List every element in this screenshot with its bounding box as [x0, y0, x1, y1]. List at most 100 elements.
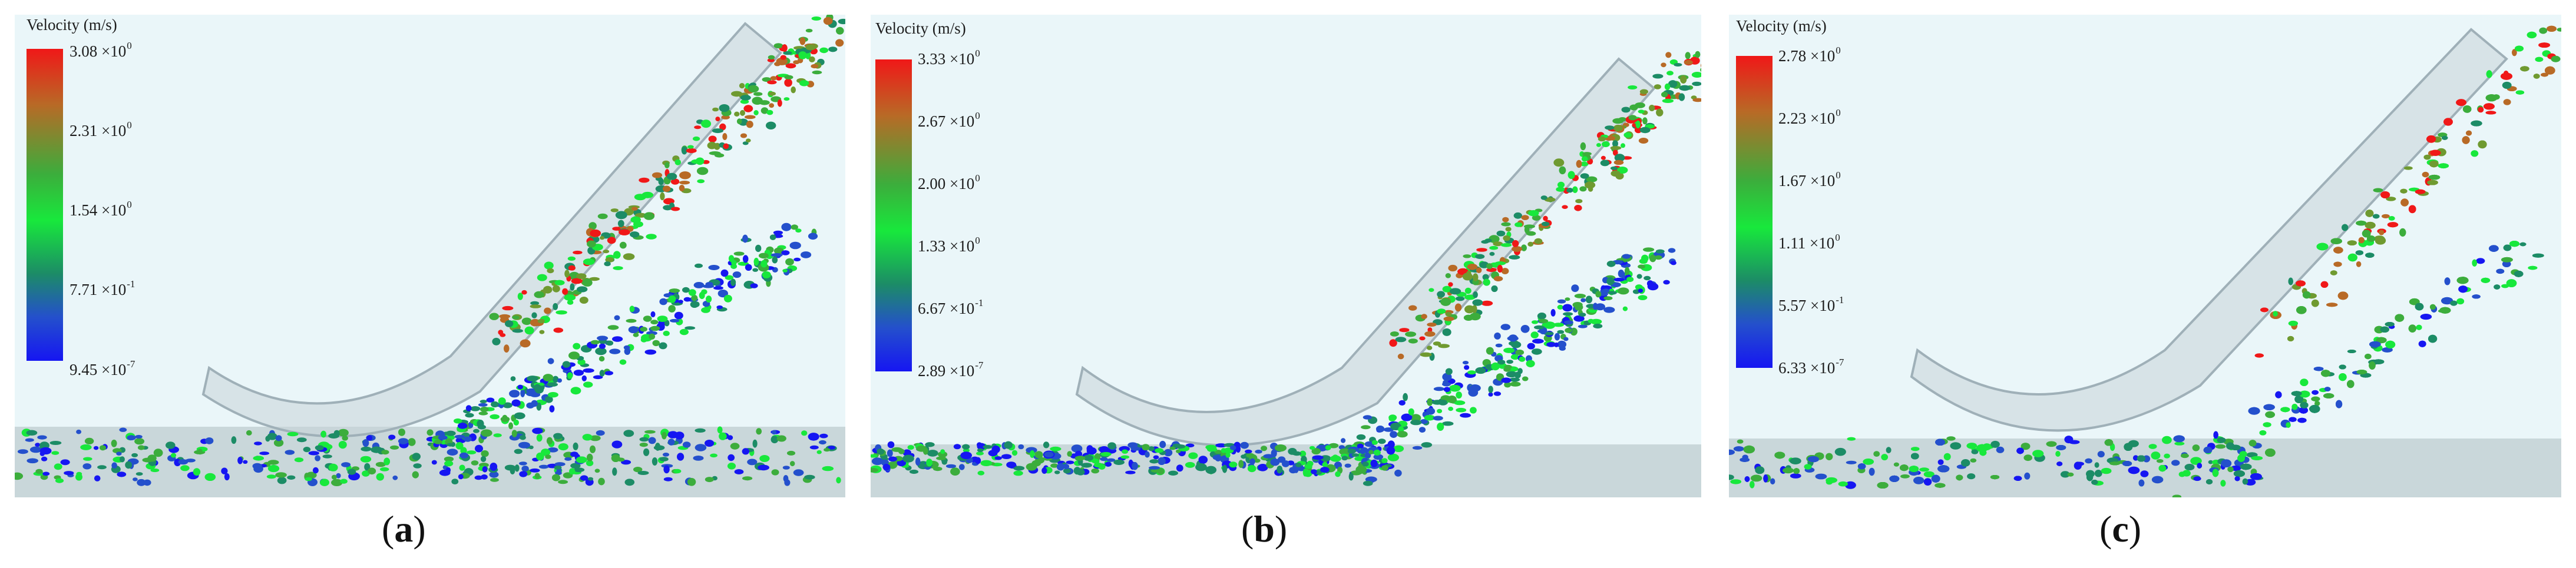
particle: [475, 444, 483, 453]
particle: [1579, 313, 1586, 317]
particle: [2458, 285, 2468, 293]
particle: [1476, 248, 1487, 252]
particle: [2094, 462, 2099, 468]
particle: [381, 450, 389, 455]
particle: [2197, 463, 2202, 469]
particle: [762, 271, 771, 278]
particle: [589, 435, 601, 441]
particle: [1528, 210, 1539, 217]
particle: [712, 128, 723, 134]
particle: [2494, 284, 2501, 290]
particle: [569, 468, 576, 475]
colorbar-tick: 6.33 ×10-7: [1778, 357, 1844, 377]
particle: [2265, 449, 2276, 457]
particle: [1665, 52, 1672, 58]
particle: [17, 449, 28, 454]
particle: [793, 60, 800, 65]
particle: [562, 288, 568, 295]
particle: [589, 277, 600, 281]
particle: [2260, 307, 2269, 313]
particle: [2151, 476, 2164, 484]
particle: [2456, 99, 2466, 106]
particle: [730, 443, 740, 450]
particle: [2379, 230, 2385, 235]
particle: [534, 473, 540, 479]
particle: [2171, 460, 2180, 466]
particle: [1330, 455, 1341, 462]
particle: [776, 435, 786, 442]
particle: [2021, 443, 2031, 450]
particle: [2415, 189, 2426, 194]
particle: [637, 471, 649, 475]
particle: [836, 477, 841, 484]
particle: [568, 265, 576, 271]
particle: [2423, 154, 2431, 160]
particle: [1026, 463, 1037, 471]
particle: [498, 330, 504, 335]
particle: [454, 418, 462, 424]
particle: [938, 451, 948, 458]
particle: [838, 18, 845, 25]
particle: [1543, 215, 1548, 221]
simulation-panel-a: Velocity (m/s) 3.08 ×100 2.31 ×100 1.54 …: [15, 15, 845, 497]
particle: [567, 256, 576, 261]
particle: [994, 456, 1002, 460]
particle: [1448, 264, 1457, 272]
particle: [2330, 270, 2337, 275]
particle: [481, 450, 489, 457]
particle: [2314, 401, 2320, 406]
particle: [1522, 376, 1529, 381]
particle: [1678, 93, 1685, 101]
particle: [2162, 436, 2172, 444]
particle: [1740, 457, 1750, 462]
particle: [640, 327, 647, 332]
particle: [2429, 304, 2436, 310]
particle: [1073, 467, 1081, 475]
particle: [554, 466, 562, 470]
particle: [2265, 411, 2275, 418]
particle: [2478, 140, 2487, 149]
particle: [2514, 270, 2524, 277]
particle: [2227, 466, 2234, 473]
colorbar-tick: 6.67 ×10-1: [918, 297, 984, 317]
particle: [2208, 460, 2213, 464]
particle: [558, 443, 568, 451]
particle: [613, 266, 623, 270]
particle: [1067, 451, 1072, 457]
particle: [777, 99, 782, 107]
colorbar-tick: 3.08 ×100: [70, 40, 132, 60]
particle: [1443, 387, 1450, 393]
particle: [2486, 70, 2492, 78]
particle: [1198, 456, 1208, 464]
particle: [693, 282, 705, 288]
particle: [1174, 444, 1186, 449]
particle: [945, 464, 957, 469]
particle: [287, 431, 299, 437]
particle: [131, 453, 138, 457]
particle: [180, 465, 190, 471]
particle: [958, 464, 965, 470]
particle: [275, 435, 282, 441]
particle: [664, 320, 670, 327]
particle: [2400, 198, 2409, 207]
particle: [1557, 304, 1563, 310]
particle: [639, 177, 650, 183]
particle: [1315, 470, 1322, 475]
particle: [902, 454, 914, 463]
particle: [1442, 373, 1452, 381]
particle: [80, 444, 92, 450]
particle: [2156, 459, 2164, 463]
particle: [659, 342, 667, 350]
particle: [1481, 240, 1489, 244]
particle: [315, 445, 324, 451]
particle: [412, 453, 421, 460]
particle: [2337, 291, 2349, 300]
particle: [2024, 472, 2031, 480]
particle: [732, 271, 742, 278]
particle: [1339, 448, 1350, 456]
particle: [514, 412, 525, 420]
particle: [2347, 350, 2356, 353]
particle: [2450, 300, 2458, 306]
particle: [266, 474, 276, 479]
particle: [2300, 378, 2309, 386]
